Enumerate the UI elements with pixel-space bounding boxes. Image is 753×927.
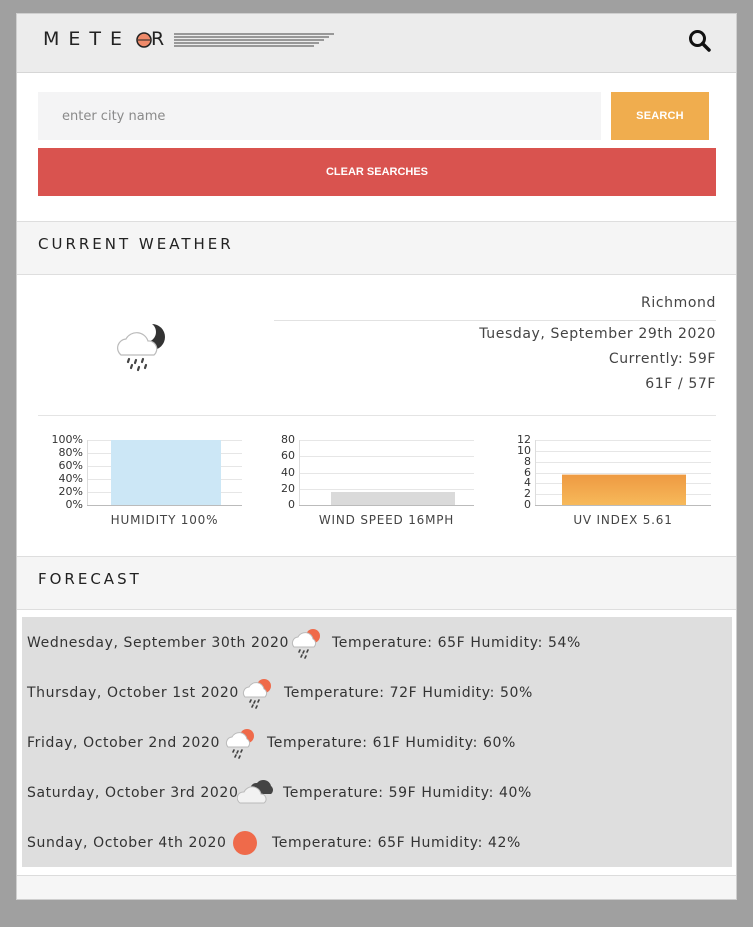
rain-sun-icon xyxy=(291,625,323,663)
header: METE R xyxy=(17,14,736,73)
search-icon[interactable] xyxy=(687,28,713,54)
forecast-details: Temperature: 65F Humidity: 54% xyxy=(332,635,581,651)
forecast-details: Temperature: 72F Humidity: 50% xyxy=(284,685,533,701)
forecast-row: Wednesday, September 30th 2020 Temperatur… xyxy=(27,623,727,663)
y-tick-label: 80% xyxy=(58,446,83,459)
cloudy-icon xyxy=(236,775,275,813)
forecast-date: Friday, October 2nd 2020 xyxy=(27,735,220,751)
y-tick-label: 60 xyxy=(281,449,295,463)
forecast-row: Friday, October 2nd 2020 Temperature: 61F… xyxy=(27,723,727,763)
y-tick-label: 40 xyxy=(281,465,295,479)
y-tick-label: 20% xyxy=(58,485,83,498)
section-divider xyxy=(38,415,716,416)
forecast-details: Temperature: 61F Humidity: 60% xyxy=(267,735,516,751)
chart-caption: UV INDEX 5.61 xyxy=(573,513,673,527)
y-tick-label: 100% xyxy=(51,433,83,446)
forecast-row: Sunday, October 4th 2020 Temperature: 65F… xyxy=(27,823,727,863)
y-tick-label: 2 xyxy=(524,487,531,501)
y-tick-label: 0 xyxy=(288,498,295,511)
bar xyxy=(111,440,221,505)
y-tick-label: 20 xyxy=(281,481,295,495)
logo-text: METE R xyxy=(43,28,174,50)
forecast-date: Thursday, October 1st 2020 xyxy=(27,685,239,701)
sun-icon xyxy=(230,825,260,863)
forecast-date: Wednesday, September 30th 2020 xyxy=(27,635,290,651)
chart-plot xyxy=(87,440,242,506)
forecast-details: Temperature: 59F Humidity: 40% xyxy=(283,785,532,801)
temperature-range: 61F / 57F xyxy=(645,376,716,392)
clear-searches-button[interactable]: CLEAR SEARCHES xyxy=(38,148,716,196)
chart-caption: HUMIDITY 100% xyxy=(110,513,219,527)
current-weather-title: CURRENT WEATHER xyxy=(38,235,234,253)
forecast-list: Wednesday, September 30th 2020 Temperatur… xyxy=(22,617,732,867)
current-weather-header: CURRENT WEATHER xyxy=(17,221,736,275)
y-tick-label: 6 xyxy=(524,465,531,479)
current-date: Tuesday, September 29th 2020 xyxy=(479,326,716,342)
bar xyxy=(562,474,686,505)
forecast-row: Thursday, October 1st 2020 Temperature: 7… xyxy=(27,673,727,713)
y-tick-label: 0% xyxy=(65,498,83,511)
y-tick-label: 40% xyxy=(58,472,83,485)
footer-divider xyxy=(17,875,736,876)
chart-plot xyxy=(299,440,474,506)
y-tick-label: 80 xyxy=(281,433,295,446)
chart-caption: WIND SPEED 16MPH xyxy=(318,513,455,527)
bar xyxy=(331,492,455,505)
city-name: Richmond xyxy=(641,295,716,311)
y-tick-label: 0 xyxy=(524,498,531,511)
rain-sun-icon xyxy=(242,675,274,713)
forecast-header: FORECAST xyxy=(17,556,736,610)
logo-icon xyxy=(136,32,334,48)
search-button[interactable]: SEARCH xyxy=(611,92,709,140)
y-tick-label: 8 xyxy=(524,454,531,468)
y-tick-label: 4 xyxy=(524,476,531,490)
city-search-input[interactable] xyxy=(38,92,601,140)
forecast-details: Temperature: 65F Humidity: 42% xyxy=(272,835,521,851)
forecast-date: Saturday, October 3rd 2020 xyxy=(27,785,239,801)
forecast-date: Sunday, October 4th 2020 xyxy=(27,835,227,851)
info-divider xyxy=(274,320,716,321)
y-tick-label: 10 xyxy=(517,443,531,457)
forecast-title: FORECAST xyxy=(38,570,142,588)
chart-plot xyxy=(535,440,711,506)
y-tick-label: 12 xyxy=(517,433,531,446)
current-temperature: Currently: 59F xyxy=(608,351,716,367)
rain-night-icon xyxy=(117,322,165,372)
rain-sun-icon xyxy=(225,725,257,763)
y-tick-label: 60% xyxy=(58,459,83,472)
forecast-row: Saturday, October 3rd 2020 Temperature: 5… xyxy=(27,773,727,813)
footer xyxy=(17,876,736,899)
